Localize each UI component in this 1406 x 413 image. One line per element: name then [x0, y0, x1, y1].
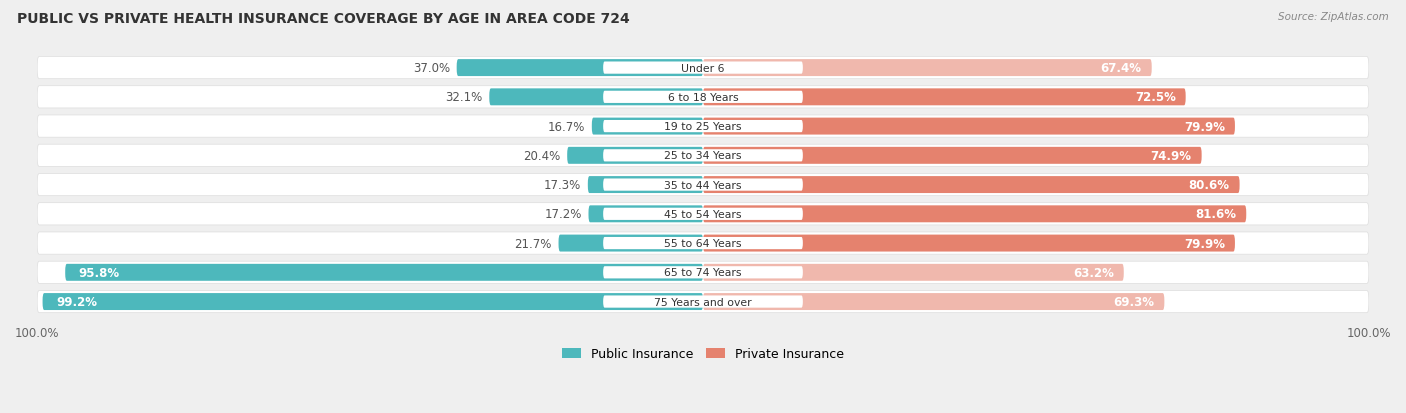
- FancyBboxPatch shape: [703, 60, 1152, 77]
- FancyBboxPatch shape: [603, 150, 803, 162]
- FancyBboxPatch shape: [37, 291, 1369, 313]
- Text: 95.8%: 95.8%: [79, 266, 120, 279]
- Text: 74.9%: 74.9%: [1150, 150, 1192, 162]
- FancyBboxPatch shape: [703, 177, 1240, 194]
- FancyBboxPatch shape: [65, 264, 703, 281]
- Legend: Public Insurance, Private Insurance: Public Insurance, Private Insurance: [557, 342, 849, 366]
- FancyBboxPatch shape: [603, 92, 803, 104]
- FancyBboxPatch shape: [703, 206, 1246, 223]
- Text: 17.3%: 17.3%: [544, 179, 581, 192]
- FancyBboxPatch shape: [37, 145, 1369, 167]
- FancyBboxPatch shape: [603, 266, 803, 279]
- Text: PUBLIC VS PRIVATE HEALTH INSURANCE COVERAGE BY AGE IN AREA CODE 724: PUBLIC VS PRIVATE HEALTH INSURANCE COVER…: [17, 12, 630, 26]
- FancyBboxPatch shape: [703, 89, 1185, 106]
- Text: 67.4%: 67.4%: [1101, 62, 1142, 75]
- FancyBboxPatch shape: [37, 86, 1369, 109]
- Text: 20.4%: 20.4%: [523, 150, 561, 162]
- FancyBboxPatch shape: [703, 293, 1164, 310]
- Text: 79.9%: 79.9%: [1184, 120, 1225, 133]
- Text: 63.2%: 63.2%: [1073, 266, 1114, 279]
- Text: 99.2%: 99.2%: [56, 295, 97, 309]
- FancyBboxPatch shape: [37, 57, 1369, 80]
- FancyBboxPatch shape: [592, 118, 703, 135]
- FancyBboxPatch shape: [37, 174, 1369, 196]
- FancyBboxPatch shape: [603, 179, 803, 191]
- Text: 69.3%: 69.3%: [1114, 295, 1154, 309]
- FancyBboxPatch shape: [603, 62, 803, 74]
- FancyBboxPatch shape: [603, 237, 803, 249]
- Text: 72.5%: 72.5%: [1135, 91, 1175, 104]
- Text: 65 to 74 Years: 65 to 74 Years: [664, 268, 742, 278]
- Text: 35 to 44 Years: 35 to 44 Years: [664, 180, 742, 190]
- FancyBboxPatch shape: [457, 60, 703, 77]
- Text: 45 to 54 Years: 45 to 54 Years: [664, 209, 742, 219]
- Text: 19 to 25 Years: 19 to 25 Years: [664, 122, 742, 132]
- Text: 25 to 34 Years: 25 to 34 Years: [664, 151, 742, 161]
- FancyBboxPatch shape: [589, 206, 703, 223]
- FancyBboxPatch shape: [703, 147, 1202, 164]
- Text: 6 to 18 Years: 6 to 18 Years: [668, 93, 738, 102]
- Text: 37.0%: 37.0%: [413, 62, 450, 75]
- FancyBboxPatch shape: [603, 296, 803, 308]
- FancyBboxPatch shape: [558, 235, 703, 252]
- FancyBboxPatch shape: [603, 208, 803, 221]
- Text: Under 6: Under 6: [682, 64, 724, 74]
- FancyBboxPatch shape: [703, 235, 1234, 252]
- Text: 17.2%: 17.2%: [544, 208, 582, 221]
- FancyBboxPatch shape: [42, 293, 703, 310]
- FancyBboxPatch shape: [489, 89, 703, 106]
- FancyBboxPatch shape: [37, 261, 1369, 284]
- Text: 32.1%: 32.1%: [446, 91, 482, 104]
- FancyBboxPatch shape: [37, 233, 1369, 254]
- FancyBboxPatch shape: [37, 116, 1369, 138]
- FancyBboxPatch shape: [703, 118, 1234, 135]
- Text: 55 to 64 Years: 55 to 64 Years: [664, 238, 742, 249]
- FancyBboxPatch shape: [37, 203, 1369, 225]
- Text: 79.9%: 79.9%: [1184, 237, 1225, 250]
- Text: Source: ZipAtlas.com: Source: ZipAtlas.com: [1278, 12, 1389, 22]
- FancyBboxPatch shape: [703, 264, 1123, 281]
- Text: 16.7%: 16.7%: [548, 120, 585, 133]
- FancyBboxPatch shape: [603, 121, 803, 133]
- Text: 21.7%: 21.7%: [515, 237, 553, 250]
- Text: 80.6%: 80.6%: [1188, 179, 1230, 192]
- Text: 75 Years and over: 75 Years and over: [654, 297, 752, 307]
- FancyBboxPatch shape: [588, 177, 703, 194]
- FancyBboxPatch shape: [567, 147, 703, 164]
- Text: 81.6%: 81.6%: [1195, 208, 1236, 221]
